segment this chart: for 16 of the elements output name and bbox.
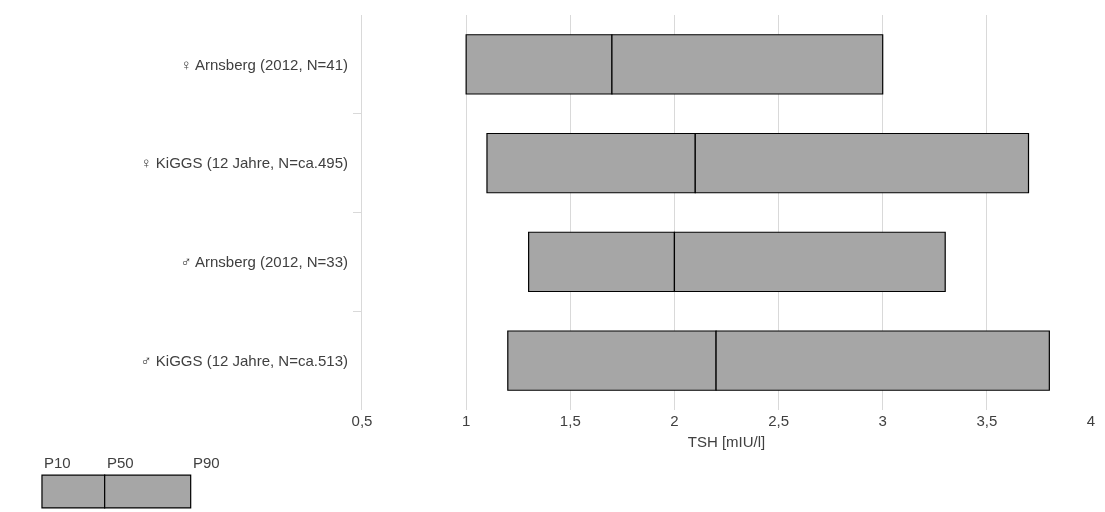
x-axis-title: TSH [mIU/l]	[687, 433, 766, 450]
text: P10	[44, 454, 71, 471]
x-tick-label: 2	[670, 412, 679, 429]
text: P90	[193, 454, 220, 471]
y-tick-label: ♂ Arnsberg (2012, N=33)	[180, 253, 348, 271]
text: P50	[107, 454, 134, 471]
y-tick-label: ♂ KiGGS (12 Jahre, N=ca.513)	[140, 351, 348, 369]
y-tick-label: ♀ KiGGS (12 Jahre, N=ca.495)	[140, 154, 348, 172]
x-tick-label: 4	[1086, 412, 1096, 429]
x-tick-label: 0,5	[351, 412, 373, 429]
x-tick-label: 1	[461, 412, 471, 429]
x-tick-label: 3,5	[976, 412, 998, 429]
x-tick-label: 1,5	[559, 412, 581, 429]
x-tick-label: 3	[878, 412, 887, 429]
x-tick-label: 2,5	[768, 412, 789, 429]
y-tick-label: ♀ Arnsberg (2012, N=41)	[180, 55, 348, 73]
